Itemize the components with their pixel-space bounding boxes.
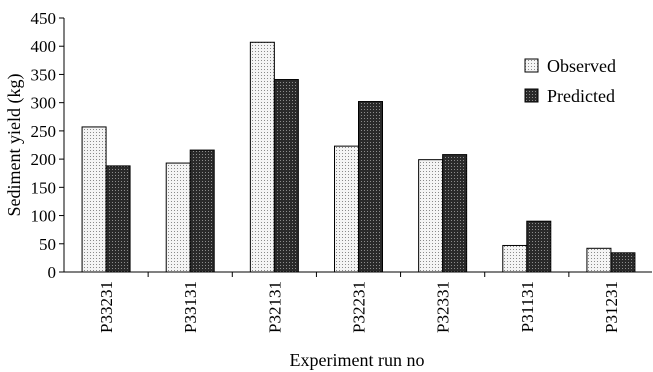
- y-tick-label: 200: [31, 150, 57, 169]
- bar-observed-p31131: [502, 244, 528, 273]
- bar-predicted-p31131: [526, 220, 552, 273]
- y-axis-title: Sediment yield (kg): [4, 74, 25, 217]
- y-tick-label: 400: [31, 37, 57, 56]
- x-axis-title: Experiment run no: [290, 350, 425, 370]
- legend-label-predicted: Predicted: [547, 86, 615, 106]
- y-tick-label: 150: [31, 178, 57, 197]
- bar-predicted-p32231: [358, 101, 383, 273]
- bar-observed-p32131: [249, 41, 275, 273]
- plot-area: 0 50 100 150 200 250 300 350 400 450 P33231 P33131…: [31, 9, 652, 333]
- y-tick-label: 0: [48, 263, 57, 282]
- bar-predicted-p32131: [273, 79, 299, 273]
- x-axis: P33231 P33131 P32131 P32231 P32331 P31131 P312…: [64, 271, 652, 333]
- x-category-label: P33231: [97, 281, 116, 333]
- x-category-label: P32231: [350, 281, 369, 333]
- bar-observed-p32231: [334, 145, 359, 273]
- legend-swatch-observed: [524, 58, 539, 73]
- y-tick-label: 450: [31, 9, 57, 28]
- x-category-label: P31231: [602, 281, 621, 333]
- bar-observed-p31231: [586, 247, 612, 273]
- x-category-label: P33131: [181, 281, 200, 333]
- bar-observed-p32331: [418, 159, 444, 273]
- bar-predicted-p33231: [105, 165, 131, 273]
- y-tick-label: 300: [31, 94, 57, 113]
- x-category-label: P31131: [518, 281, 537, 332]
- y-axis: 0 50 100 150 200 250 300 350 400 450: [31, 9, 65, 282]
- legend-label-observed: Observed: [547, 56, 616, 76]
- bar-predicted-p31231: [610, 252, 636, 273]
- bar-observed-p33231: [81, 126, 107, 273]
- legend-swatch-predicted: [524, 88, 539, 103]
- y-tick-label: 100: [31, 207, 57, 226]
- x-category-label: P32131: [265, 281, 284, 333]
- legend: Observed Predicted: [524, 56, 616, 106]
- bars-group: [81, 41, 636, 273]
- y-tick-label: 350: [31, 65, 57, 84]
- bar-predicted-p33131: [189, 149, 215, 273]
- y-tick-label: 50: [39, 235, 56, 254]
- bar-predicted-p32331: [442, 154, 468, 273]
- x-category-label: P32331: [434, 281, 453, 333]
- y-tick-label: 250: [31, 122, 57, 141]
- bar-observed-p33131: [165, 162, 191, 273]
